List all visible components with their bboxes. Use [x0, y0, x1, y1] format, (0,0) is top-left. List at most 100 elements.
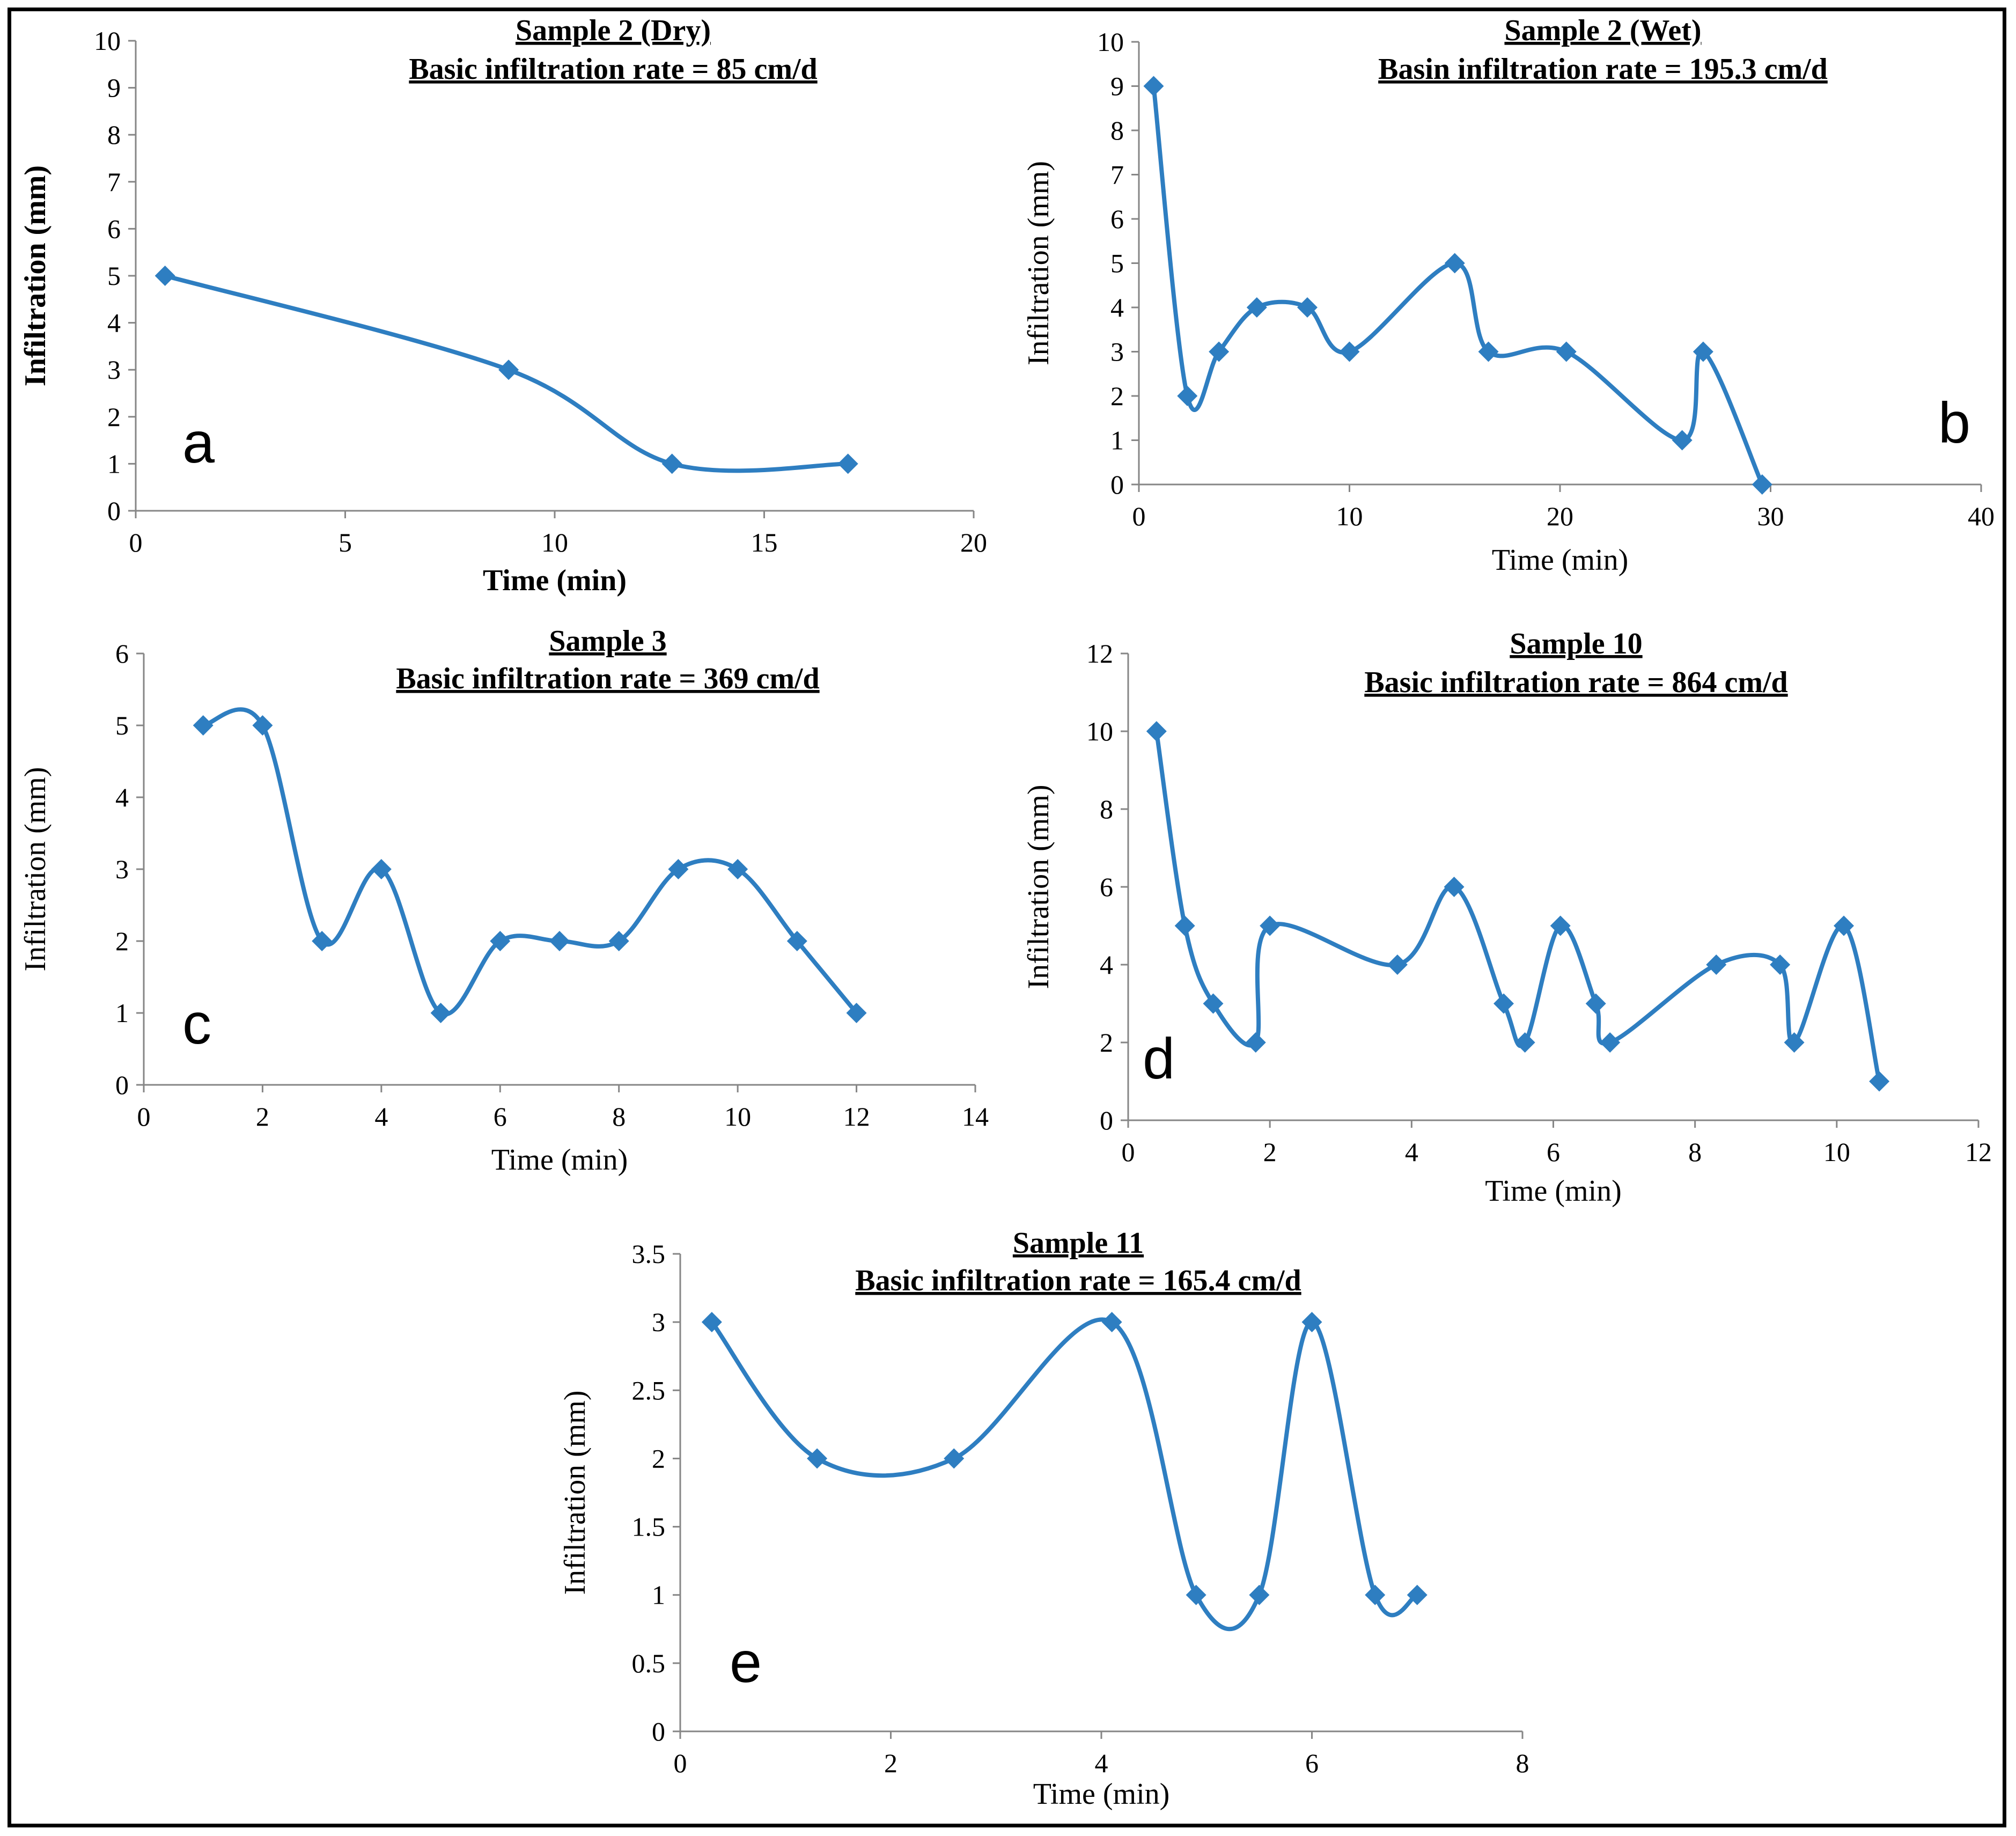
x-tick-label: 5 — [339, 527, 352, 557]
y-axis-label: Infiltration (mm) — [19, 165, 52, 386]
x-tick-label: 15 — [751, 527, 778, 557]
data-point — [252, 715, 273, 736]
data-point — [1209, 341, 1230, 362]
data-point — [846, 1003, 867, 1023]
data-point — [498, 359, 519, 380]
data-point — [549, 931, 570, 951]
x-tick-label: 4 — [1095, 1748, 1108, 1778]
y-tick-label: 3 — [107, 355, 121, 385]
data-point — [1834, 915, 1855, 936]
data-point — [1770, 954, 1791, 975]
data-point — [1203, 993, 1224, 1014]
x-tick-label: 2 — [256, 1101, 269, 1132]
series-line — [164, 274, 848, 473]
series-line — [1154, 731, 1882, 1082]
data-point — [727, 859, 748, 879]
y-tick-label: 10 — [1097, 27, 1124, 57]
x-tick-label: 10 — [1823, 1137, 1850, 1167]
data-point — [490, 931, 511, 951]
x-tick-label: 0 — [674, 1748, 687, 1778]
y-tick-label: 10 — [94, 26, 121, 56]
x-tick-label: 12 — [843, 1101, 870, 1132]
x-tick-label: 10 — [541, 527, 568, 557]
y-tick-label: 1 — [1110, 425, 1124, 456]
chart-subtitle: Basic infiltration rate = 85 cm/d — [409, 53, 817, 86]
chart-panel-b: 0 1 2 3 4 5 6 7 8 9 10 0 10 20 30 40 Time (min) Infiltrat… — [1022, 14, 1995, 577]
x-tick-label: 6 — [1305, 1748, 1319, 1778]
y-tick-label: 9 — [107, 73, 121, 103]
x-tick-label: 8 — [612, 1101, 626, 1132]
x-axis-label: Time (min) — [1492, 544, 1629, 577]
x-tick-label: 6 — [1547, 1137, 1560, 1167]
panel-label: c — [182, 991, 211, 1056]
data-point — [1672, 430, 1693, 451]
chart-title: Sample 11 — [1013, 1227, 1144, 1260]
chart-subtitle: Basic infiltration rate = 864 cm/d — [1364, 666, 1787, 699]
x-tick-label: 4 — [1405, 1137, 1418, 1167]
y-axis-label: Infiltration (mm) — [1022, 784, 1055, 989]
data-point — [701, 1312, 722, 1333]
chart-title: Sample 3 — [549, 625, 666, 658]
x-tick-label: 2 — [884, 1748, 897, 1778]
data-point — [1174, 915, 1195, 936]
y-tick-label: 8 — [1100, 794, 1113, 824]
x-tick-label: 0 — [1132, 501, 1146, 531]
data-point — [312, 931, 333, 951]
y-tick-label: 2 — [1110, 381, 1124, 411]
y-tick-label: 8 — [1110, 115, 1124, 145]
data-point — [1706, 954, 1727, 975]
data-point — [1246, 297, 1267, 318]
data-point — [1444, 253, 1465, 274]
y-tick-label: 6 — [115, 638, 129, 669]
x-axis-label: Time (min) — [1033, 1778, 1170, 1811]
y-tick-label: 0 — [107, 496, 121, 526]
x-tick-label: 4 — [374, 1101, 388, 1132]
x-tick-label: 8 — [1688, 1137, 1702, 1167]
x-tick-label: 0 — [137, 1101, 151, 1132]
series-line — [202, 707, 858, 1017]
x-tick-label: 12 — [1965, 1137, 1992, 1167]
y-tick-label: 0 — [1110, 469, 1124, 500]
y-tick-label: 3.5 — [632, 1239, 666, 1269]
y-tick-label: 3 — [1110, 337, 1124, 367]
data-point — [786, 931, 807, 951]
y-tick-label: 0.5 — [632, 1648, 666, 1678]
data-point — [1556, 341, 1577, 362]
data-point — [1301, 1312, 1322, 1333]
data-point — [1143, 76, 1164, 97]
data-point — [668, 859, 689, 879]
y-tick-label: 1.5 — [632, 1512, 666, 1542]
data-point — [1407, 1584, 1428, 1605]
data-point — [1752, 474, 1772, 495]
y-tick-label: 1 — [115, 998, 129, 1028]
data-point — [1444, 877, 1465, 897]
data-point — [944, 1448, 965, 1469]
y-tick-label: 9 — [1110, 71, 1124, 101]
data-point — [1146, 721, 1167, 741]
panel-label: a — [182, 410, 215, 475]
data-point — [1550, 915, 1571, 936]
data-point — [608, 931, 629, 951]
chart-title: Sample 10 — [1510, 627, 1642, 660]
data-point — [1600, 1032, 1621, 1053]
data-point — [1514, 1032, 1535, 1053]
y-tick-label: 7 — [1110, 160, 1124, 190]
y-tick-label: 0 — [115, 1070, 129, 1100]
x-tick-label: 20 — [1547, 501, 1573, 531]
y-tick-label: 2 — [107, 402, 121, 432]
series-line — [1151, 86, 1764, 486]
y-tick-label: 4 — [1100, 950, 1113, 980]
y-tick-label: 5 — [107, 261, 121, 291]
y-tick-label: 2 — [652, 1443, 665, 1473]
y-tick-label: 6 — [1100, 872, 1113, 902]
chart-subtitle: Basic infiltration rate = 165.4 cm/d — [855, 1264, 1301, 1297]
data-point — [1339, 341, 1360, 362]
y-tick-label: 7 — [107, 167, 121, 197]
x-axis-label: Time (min) — [483, 564, 627, 597]
y-tick-label: 3 — [652, 1307, 665, 1337]
y-axis-label: Infiltration (mm) — [558, 1390, 592, 1595]
data-point — [807, 1448, 828, 1469]
y-tick-label: 0 — [1100, 1105, 1113, 1135]
